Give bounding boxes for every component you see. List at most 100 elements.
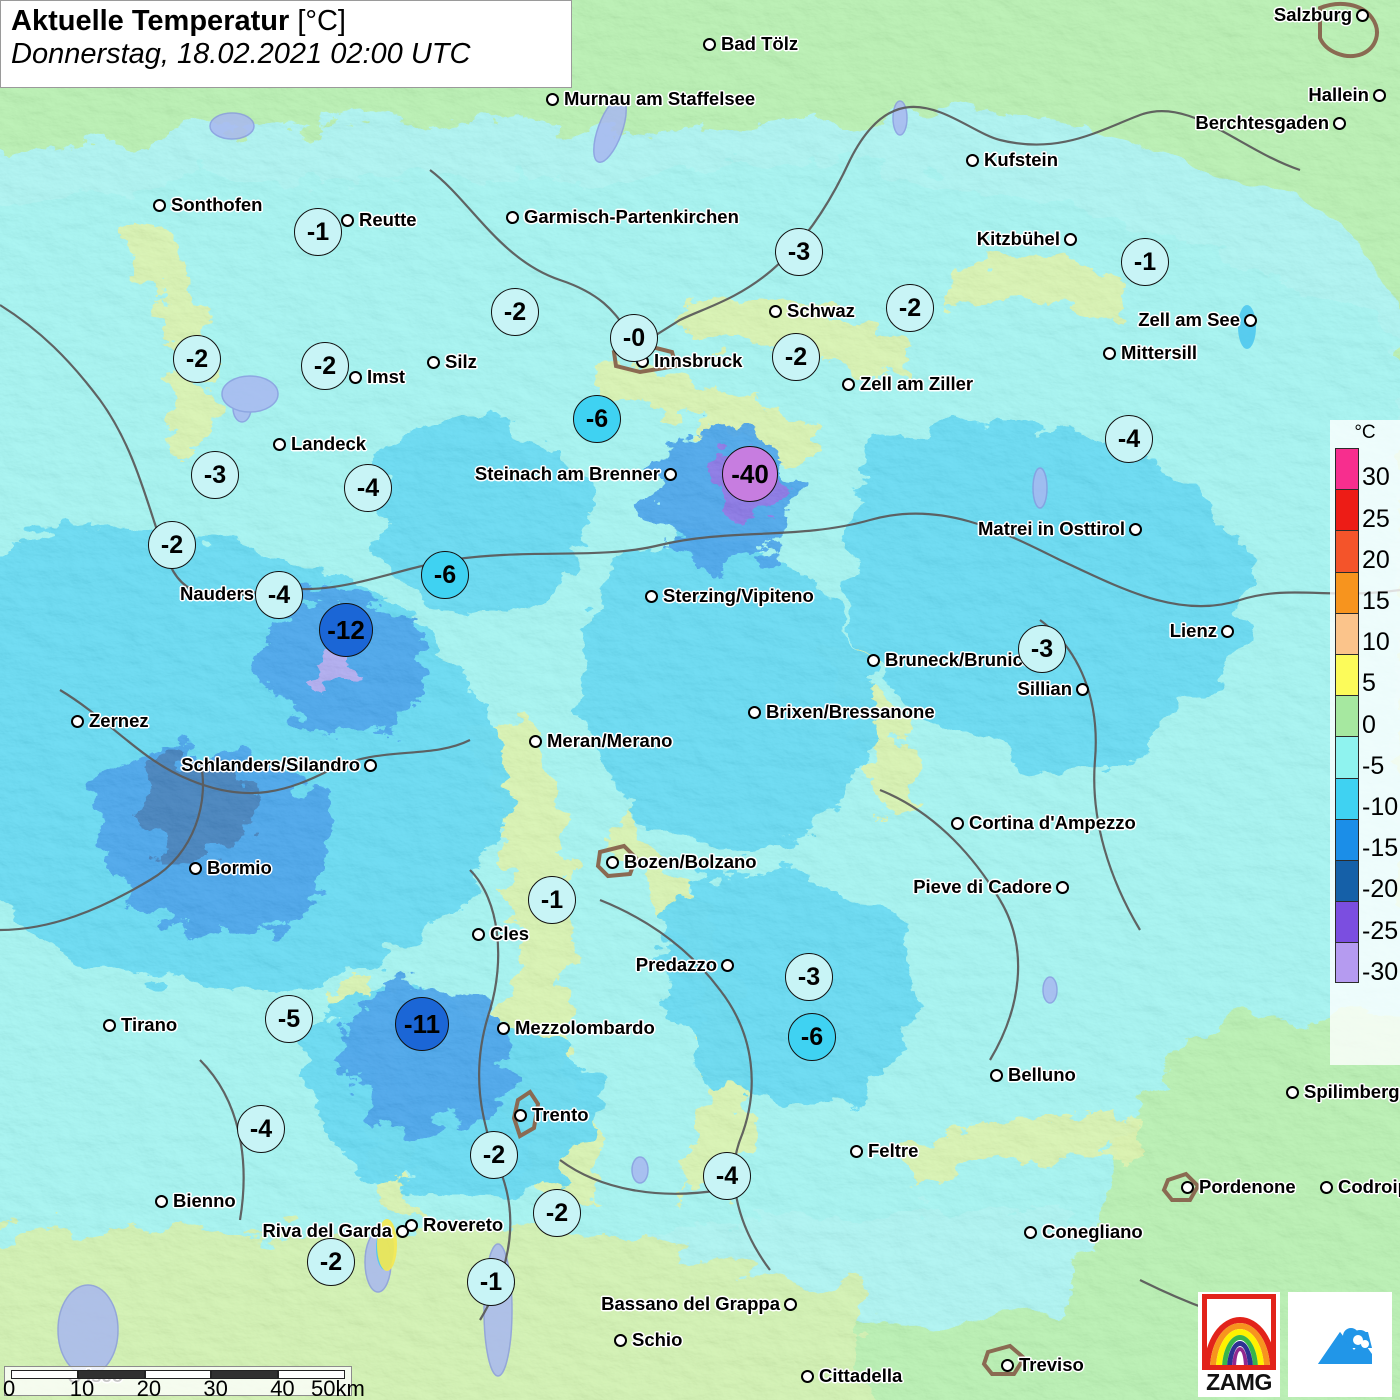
city-label: Schio xyxy=(632,1329,683,1350)
city-label: Lienz xyxy=(1169,620,1217,641)
city-dot-icon xyxy=(405,1219,418,1232)
city-label: Landeck xyxy=(291,433,367,454)
temperature-bubble: -2 xyxy=(533,1189,581,1237)
temperature-bubble: -0 xyxy=(610,314,658,362)
temperature-bubble: -2 xyxy=(307,1238,355,1286)
city-label: Murnau am Staffelsee xyxy=(564,88,756,109)
city-dot-icon xyxy=(497,1022,510,1035)
legend-color-cell xyxy=(1335,942,1359,984)
city-label: Mittersill xyxy=(1121,342,1198,363)
map-subtitle: Donnerstag, 18.02.2021 02:00 UTC xyxy=(11,38,471,71)
legend-tick-label: 15 xyxy=(1362,586,1390,615)
city-label: Matrei in Osttirol xyxy=(978,518,1125,539)
scale-label: 0 xyxy=(3,1376,16,1400)
legend-tick-label: -30 xyxy=(1362,957,1399,986)
city-label: Hallein xyxy=(1308,84,1369,105)
legend-color-cell xyxy=(1335,612,1359,654)
legend-color-cell xyxy=(1335,859,1359,902)
city-dot-icon xyxy=(1056,881,1069,894)
city-dot-icon xyxy=(606,856,619,869)
city-label: Imst xyxy=(367,366,406,387)
legend-tick-label: 5 xyxy=(1362,669,1376,698)
city-label: Belluno xyxy=(1008,1064,1076,1085)
city-dot-icon xyxy=(867,654,880,667)
city-label: Kitzbühel xyxy=(976,228,1060,249)
legend-color-cell xyxy=(1335,901,1359,943)
city-dot-icon xyxy=(1076,683,1089,696)
page-title: Aktuelle Temperatur [°C] xyxy=(11,5,561,37)
city-dot-icon xyxy=(349,371,362,384)
temperature-bubble: -6 xyxy=(421,551,469,599)
legend-tick-label: 30 xyxy=(1362,463,1390,492)
city-dot-icon xyxy=(748,706,761,719)
temperature-bubble: -5 xyxy=(265,995,313,1043)
map-title-box: Aktuelle Temperatur [°C] Donnerstag, 18.… xyxy=(0,0,572,88)
rainbow-arc-purple xyxy=(1232,1347,1248,1365)
city-dot-icon xyxy=(951,817,964,830)
city-dot-icon xyxy=(664,468,677,481)
city-label: Rovereto xyxy=(423,1214,504,1235)
city-label: Kufstein xyxy=(984,149,1058,170)
city-dot-icon xyxy=(153,199,166,212)
temperature-bubble: -4 xyxy=(703,1152,751,1200)
legend-color-cell xyxy=(1335,530,1359,572)
mountain-cloud-logo[interactable] xyxy=(1288,1292,1392,1397)
city-dot-icon xyxy=(103,1019,116,1032)
scale-segment xyxy=(278,1370,345,1379)
city-dot-icon xyxy=(645,590,658,603)
temperature-bubble: -6 xyxy=(788,1013,836,1061)
temperature-bubble: -3 xyxy=(775,228,823,276)
city-label: Trento xyxy=(532,1104,589,1125)
scale-segment xyxy=(11,1370,78,1379)
legend-tick-label: -10 xyxy=(1362,792,1399,821)
legend-color-cell xyxy=(1335,736,1359,778)
temperature-bubble: -12 xyxy=(319,603,373,657)
scale-label: 50km xyxy=(311,1376,365,1400)
city-label: Sterzing/Vipiteno xyxy=(663,585,814,606)
city-dot-icon xyxy=(1286,1086,1299,1099)
city-dot-icon xyxy=(769,305,782,318)
temperature-bubble: -11 xyxy=(395,997,449,1051)
scale-label: 10 xyxy=(69,1376,95,1400)
city-label: Bruneck/Brunico xyxy=(885,649,1035,670)
legend-colorbar xyxy=(1335,448,1359,984)
temperature-bubble: -2 xyxy=(173,335,221,383)
city-label: Conegliano xyxy=(1042,1221,1143,1242)
city-label: Zell am Ziller xyxy=(860,373,974,394)
temperature-bubble: -2 xyxy=(148,521,196,569)
city-label: Bormio xyxy=(207,857,272,878)
city-dot-icon xyxy=(546,93,559,106)
zamg-logo[interactable]: ZAMG xyxy=(1198,1292,1280,1397)
city-dot-icon xyxy=(427,356,440,369)
temperature-bubble: -1 xyxy=(1121,238,1169,286)
city-dot-icon xyxy=(990,1069,1003,1082)
city-dot-icon xyxy=(1181,1181,1194,1194)
temperature-bubble: -1 xyxy=(294,208,342,256)
city-dot-icon xyxy=(614,1334,627,1347)
city-label: Riva del Garda xyxy=(262,1220,392,1241)
scale-label: 20 xyxy=(136,1376,162,1400)
city-dot-icon xyxy=(1001,1359,1014,1372)
city-label: Brixen/Bressanone xyxy=(766,701,935,722)
city-label: Bozen/Bolzano xyxy=(624,851,757,872)
city-label: Codroipo xyxy=(1338,1176,1400,1197)
scale-ruler xyxy=(11,1370,345,1379)
scale-segment xyxy=(77,1370,145,1379)
city-label: Salzburg xyxy=(1273,4,1352,25)
legend-color-cell xyxy=(1335,448,1359,490)
city-dot-icon xyxy=(966,154,979,167)
temperature-bubble: -1 xyxy=(467,1258,515,1306)
city-label: Pieve di Cadore xyxy=(913,876,1052,897)
legend-tick-label: -20 xyxy=(1362,875,1399,904)
city-label: Zernez xyxy=(89,710,149,731)
city-label: Cittadella xyxy=(819,1365,903,1386)
city-label: Spilimbergo xyxy=(1304,1081,1400,1102)
scale-segment xyxy=(211,1370,279,1379)
city-dot-icon xyxy=(784,1298,797,1311)
legend-color-cell xyxy=(1335,818,1359,860)
rainbow-arc-blue xyxy=(1227,1341,1253,1365)
legend-tick-label: 20 xyxy=(1362,545,1390,574)
title-unit-text: [°C] xyxy=(297,5,346,37)
mountain-cloud-icon xyxy=(1318,1328,1372,1364)
